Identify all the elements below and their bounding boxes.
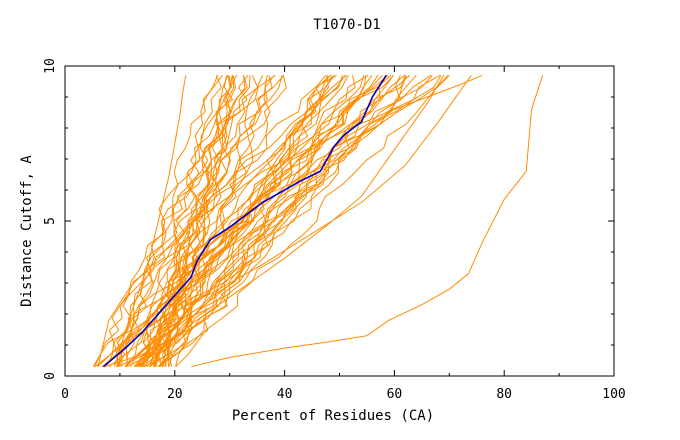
highlight-series-line bbox=[102, 74, 387, 368]
x-tick-label: 20 bbox=[167, 387, 183, 402]
chart-title: T1070-D1 bbox=[313, 17, 380, 33]
series-line bbox=[153, 74, 369, 367]
series-line bbox=[141, 75, 219, 368]
series-line bbox=[92, 74, 432, 367]
series-line bbox=[140, 75, 273, 367]
series-line bbox=[134, 74, 440, 368]
series-line bbox=[154, 75, 394, 367]
y-axis-ticks: 0 5 10 bbox=[43, 58, 614, 380]
y-tick-label: 10 bbox=[43, 58, 58, 74]
series-line bbox=[154, 75, 235, 367]
x-tick-label: 0 bbox=[61, 387, 69, 402]
series-line bbox=[144, 74, 405, 368]
y-tick-label: 5 bbox=[43, 217, 58, 225]
series-line bbox=[135, 75, 379, 368]
x-axis-label: Percent of Residues (CA) bbox=[232, 408, 434, 424]
series-line bbox=[113, 75, 187, 367]
series-line bbox=[150, 74, 249, 367]
y-tick-label: 0 bbox=[43, 372, 58, 380]
series-layer bbox=[92, 74, 544, 368]
series-line bbox=[117, 74, 285, 367]
series-line bbox=[101, 74, 433, 368]
series-line bbox=[97, 74, 483, 367]
series-line bbox=[124, 75, 442, 368]
series-line bbox=[139, 75, 283, 368]
series-line bbox=[102, 75, 333, 368]
series-line bbox=[129, 75, 287, 367]
highlight-layer bbox=[102, 74, 387, 368]
series-line bbox=[191, 75, 544, 368]
series-line bbox=[125, 74, 223, 367]
x-axis-ticks: 0 20 40 60 80 100 bbox=[61, 66, 626, 402]
series-line bbox=[144, 75, 222, 367]
series-line bbox=[136, 75, 445, 368]
series-line bbox=[162, 74, 331, 367]
x-tick-label: 40 bbox=[277, 387, 293, 402]
series-line bbox=[148, 75, 271, 368]
series-line bbox=[175, 74, 450, 368]
x-tick-label: 80 bbox=[496, 387, 512, 402]
series-line bbox=[164, 75, 401, 367]
series-line bbox=[133, 75, 349, 368]
series-line bbox=[94, 75, 346, 367]
y-axis-label: Distance Cutoff, A bbox=[19, 155, 35, 307]
series-line bbox=[165, 74, 275, 367]
x-tick-label: 100 bbox=[602, 387, 625, 402]
x-tick-label: 60 bbox=[387, 387, 403, 402]
series-line bbox=[156, 75, 233, 367]
series-line bbox=[94, 75, 472, 368]
series-line bbox=[113, 75, 237, 367]
